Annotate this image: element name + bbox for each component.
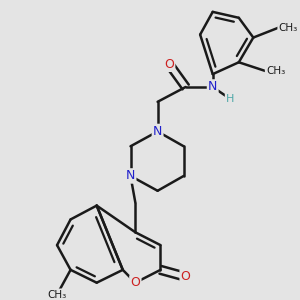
Text: N: N	[126, 169, 135, 182]
Text: CH₃: CH₃	[47, 290, 67, 300]
Text: O: O	[164, 58, 174, 71]
Text: O: O	[130, 276, 140, 289]
Text: CH₃: CH₃	[278, 23, 298, 33]
Text: H: H	[226, 94, 234, 104]
Text: N: N	[153, 125, 162, 138]
Text: O: O	[181, 270, 190, 283]
Text: CH₃: CH₃	[266, 66, 285, 76]
Text: N: N	[208, 80, 218, 94]
